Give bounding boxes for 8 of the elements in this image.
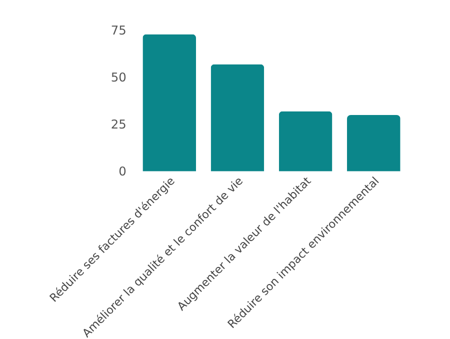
y-tick-label: 50 bbox=[110, 70, 126, 85]
bar bbox=[142, 34, 196, 172]
y-tick-label: 25 bbox=[110, 118, 126, 132]
y-tick-label: 0 bbox=[118, 164, 126, 179]
bar bbox=[278, 111, 332, 172]
bar bbox=[210, 64, 264, 172]
y-tick-label: 75 bbox=[110, 24, 126, 38]
bar bbox=[347, 115, 400, 172]
